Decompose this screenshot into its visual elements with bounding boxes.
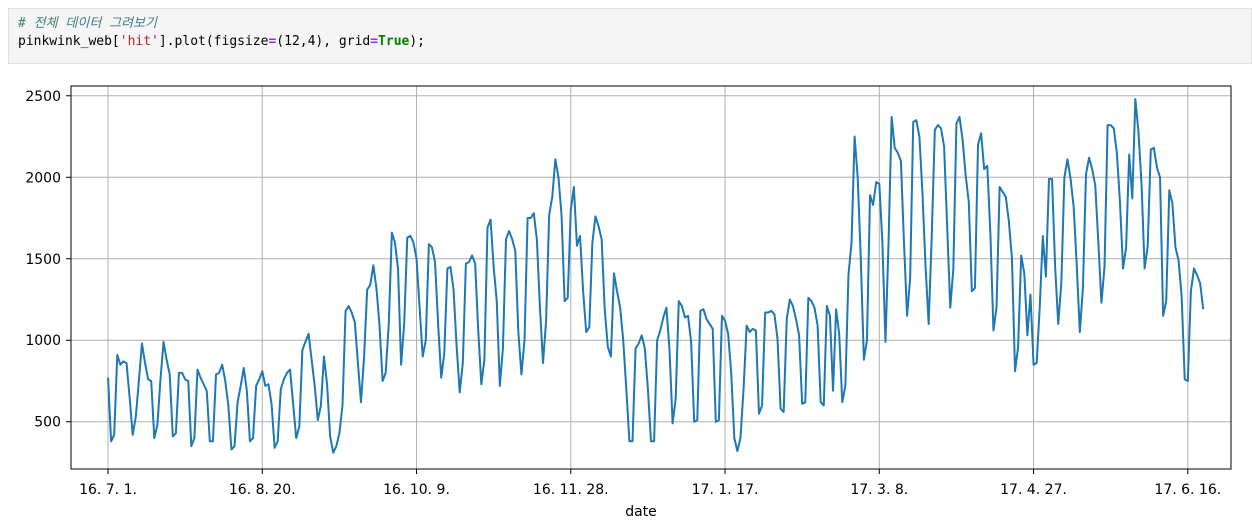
- plot-frame: [70, 85, 1232, 470]
- x-tick-label: 17. 6. 16.: [1154, 482, 1221, 498]
- x-tick-label: 16. 7. 1.: [79, 482, 137, 498]
- y-axis: 500 1000 1500 2000 2500: [25, 89, 71, 431]
- x-tick-label: 16. 10. 9.: [383, 482, 450, 498]
- code-line: pinkwink_web['hit'].plot(figsize=(12,4),…: [18, 34, 426, 49]
- y-tick-label: 1500: [25, 252, 61, 268]
- series-line-hit: [107, 98, 1205, 454]
- x-axis-label: date: [625, 504, 657, 520]
- y-tick-label: 2000: [25, 170, 61, 186]
- code-comment: # 전체 데이터 그려보기: [18, 16, 157, 31]
- y-tick-label: 2500: [25, 89, 61, 105]
- x-tick-label: 17. 4. 27.: [1000, 482, 1067, 498]
- x-tick-label: 17. 3. 8.: [850, 482, 908, 498]
- x-tick-label: 16. 11. 28.: [533, 482, 609, 498]
- y-tick-label: 500: [34, 415, 61, 431]
- code-cell[interactable]: # 전체 데이터 그려보기 pinkwink_web['hit'].plot(f…: [8, 8, 1252, 64]
- y-tick-label: 1000: [25, 333, 61, 349]
- x-tick-label: 16. 8. 20.: [229, 482, 296, 498]
- grid-lines: [71, 86, 1231, 469]
- x-axis: 16. 7. 1. 16. 8. 20. 16. 10. 9. 16. 11. 28.…: [79, 469, 1221, 498]
- x-tick-label: 17. 1. 17.: [692, 482, 759, 498]
